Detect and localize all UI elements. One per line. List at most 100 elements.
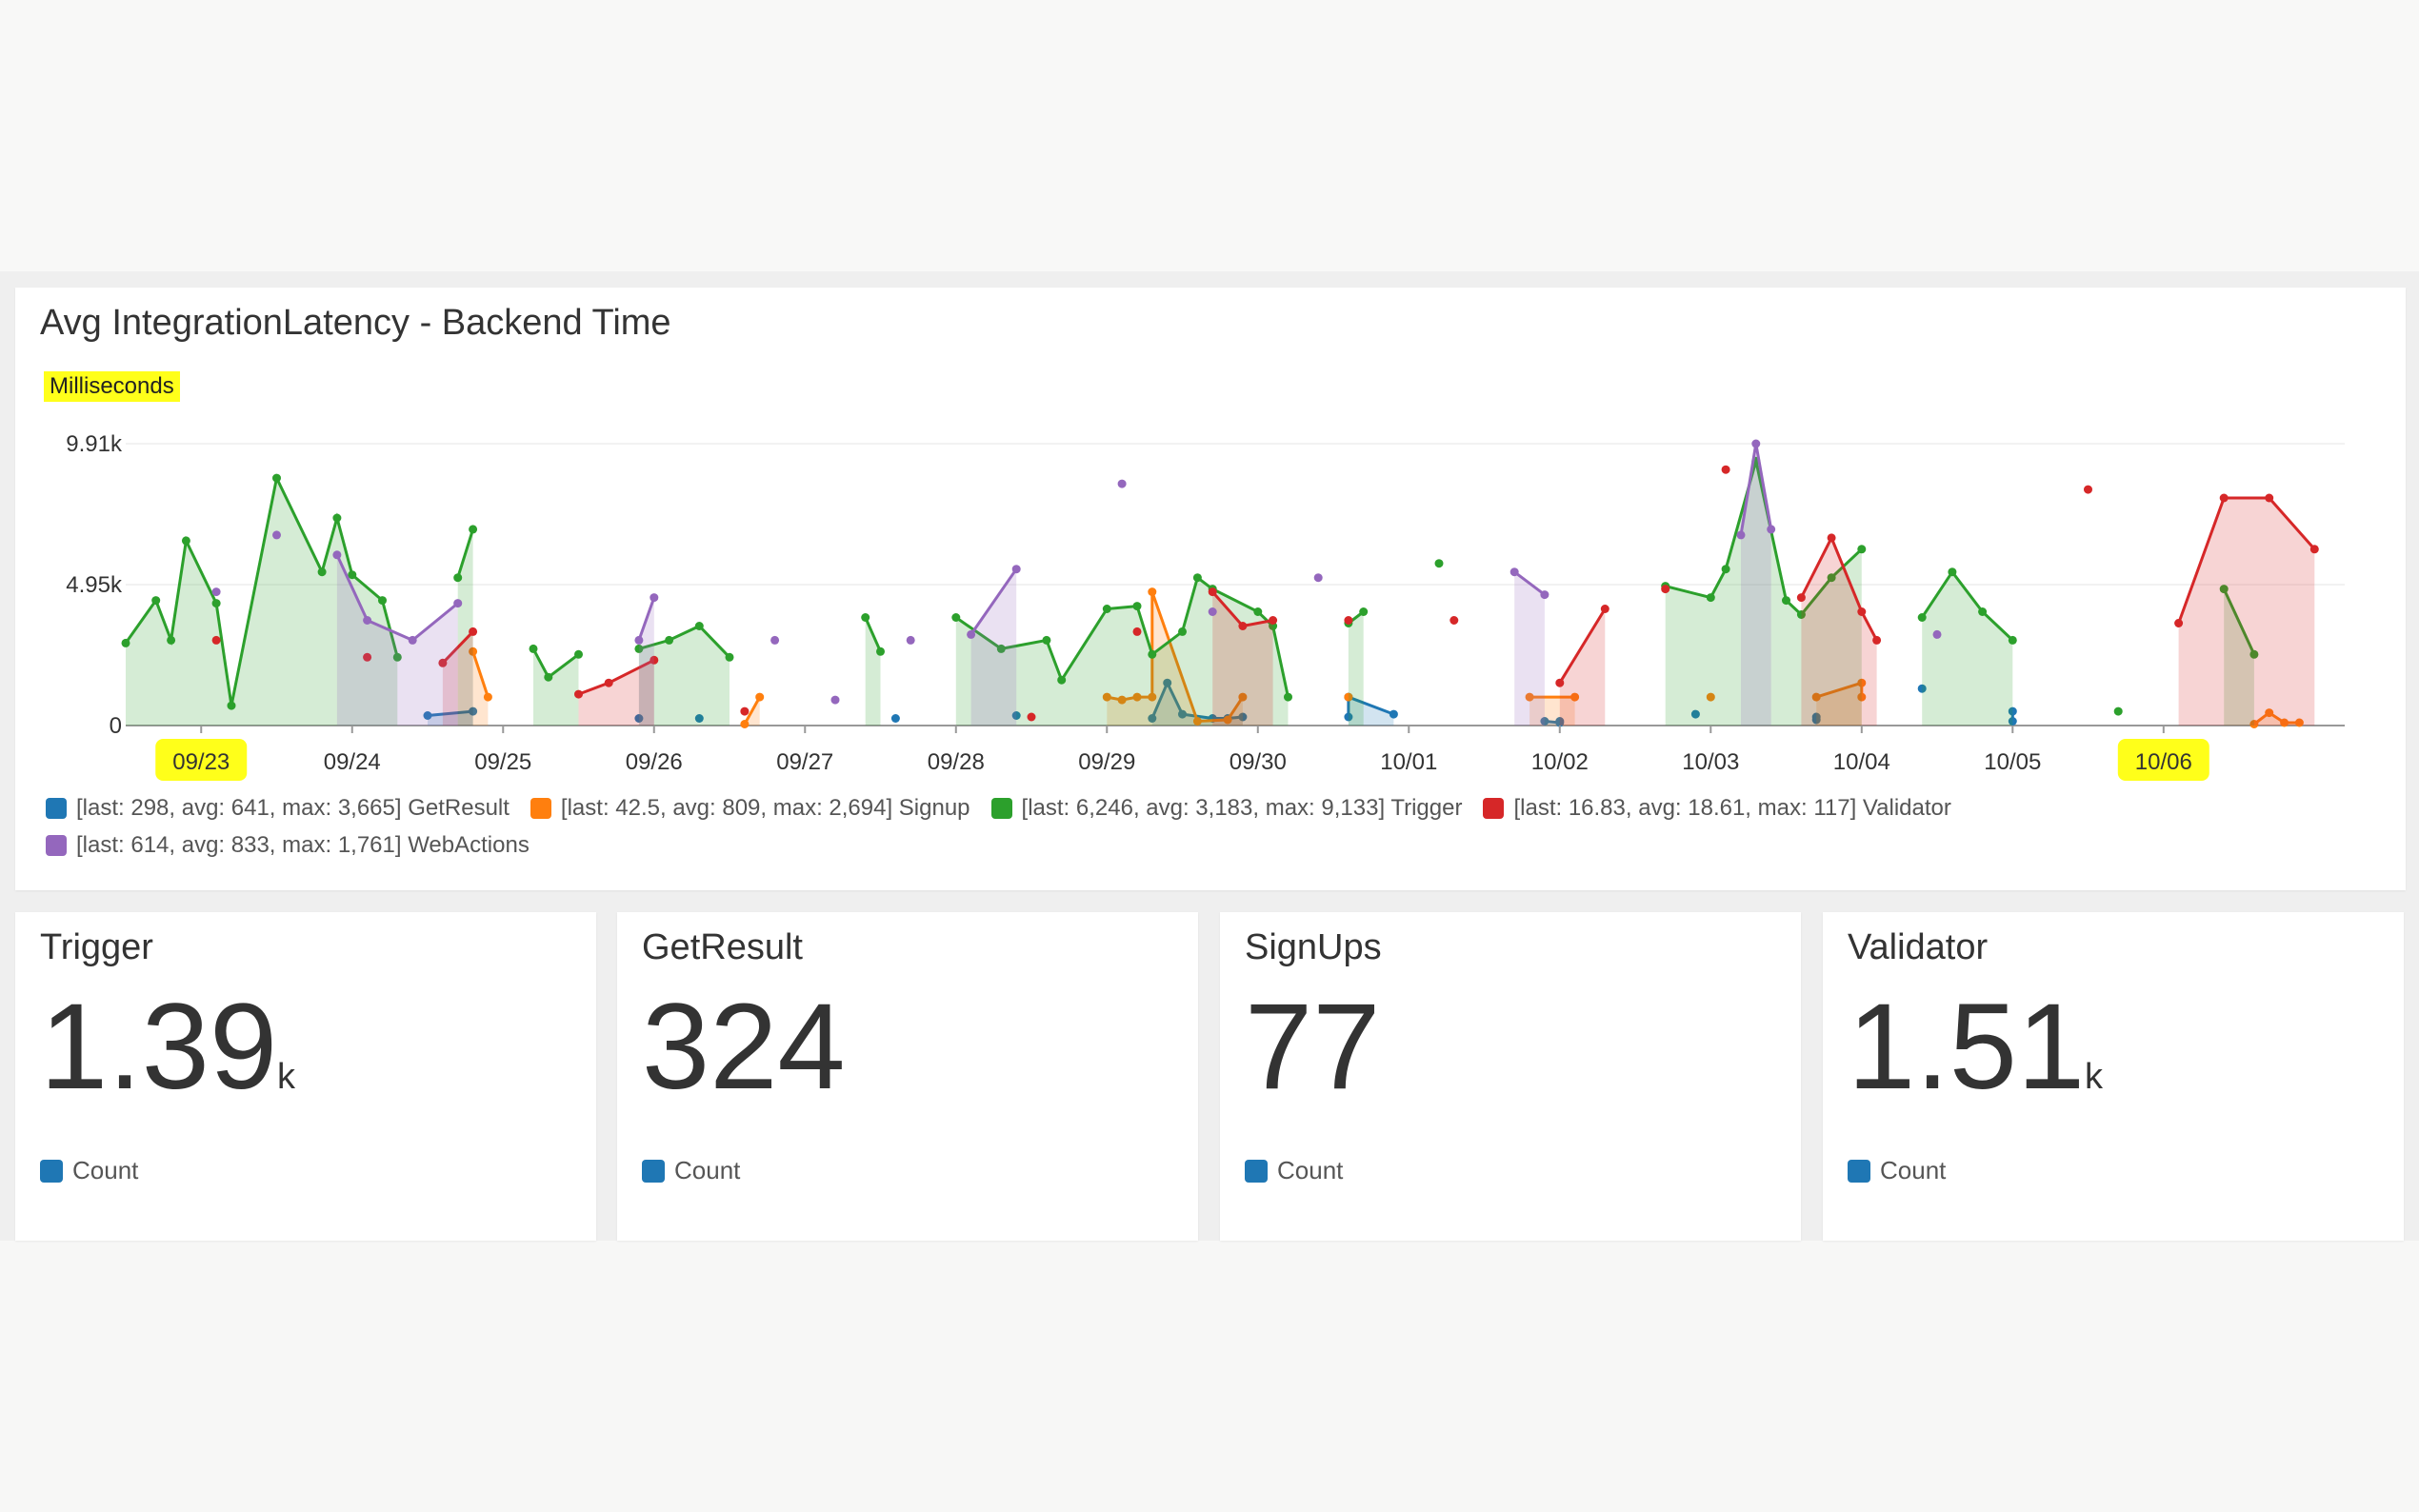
y-axis: 9.91k 4.95k 0 bbox=[66, 431, 2345, 739]
series-area bbox=[2224, 588, 2254, 726]
count-swatch bbox=[40, 1159, 63, 1183]
series-area bbox=[1514, 571, 1545, 726]
data-point bbox=[469, 706, 478, 716]
x-axis: 09/23 09/24 09/25 09/26 09/27 09/28 09/29 09/30… bbox=[155, 726, 2209, 781]
data-point bbox=[1540, 717, 1549, 726]
data-point bbox=[1706, 593, 1715, 603]
data-point bbox=[2294, 718, 2304, 727]
data-point bbox=[1238, 692, 1248, 702]
data-point bbox=[1102, 692, 1111, 702]
data-point bbox=[1011, 565, 1021, 574]
data-point bbox=[392, 652, 402, 662]
data-point bbox=[1344, 616, 1353, 625]
data-point bbox=[363, 616, 372, 625]
stat-legend[interactable]: Count bbox=[1848, 1156, 1946, 1185]
count-swatch bbox=[642, 1159, 665, 1183]
data-point bbox=[694, 714, 704, 723]
legend-item-webactions[interactable]: [last: 614, avg: 833, max: 1,761] WebAct… bbox=[46, 832, 530, 859]
data-point bbox=[211, 635, 221, 645]
data-point bbox=[378, 596, 387, 606]
legend-item-getresult[interactable]: [last: 298, avg: 641, max: 3,665] GetRes… bbox=[46, 795, 510, 822]
legend-label: [last: 298, avg: 641, max: 3,665] GetRes… bbox=[76, 795, 510, 821]
stat-legend[interactable]: Count bbox=[1245, 1156, 1343, 1185]
data-point bbox=[1555, 717, 1565, 726]
plot-area[interactable] bbox=[121, 439, 2319, 729]
data-point bbox=[1389, 709, 1398, 719]
series-area bbox=[1559, 608, 1606, 726]
data-point bbox=[2280, 718, 2289, 727]
data-point bbox=[1344, 712, 1353, 722]
data-point bbox=[2008, 635, 2017, 645]
stat-panel-trigger: Trigger 1.39 k Count bbox=[15, 912, 596, 1241]
x-tick-label: 10/02 bbox=[1531, 749, 1589, 775]
series-area bbox=[1922, 571, 2013, 726]
series-area bbox=[578, 660, 654, 726]
series-line bbox=[2222, 587, 2256, 655]
data-point bbox=[951, 613, 961, 622]
data-point bbox=[1027, 712, 1036, 722]
data-point bbox=[1706, 692, 1715, 702]
data-point bbox=[2249, 649, 2259, 659]
stat-value: 1.39 bbox=[40, 979, 278, 1115]
data-point bbox=[1782, 596, 1790, 606]
series-signup bbox=[469, 587, 2304, 728]
x-tick-label: 09/29 bbox=[1078, 749, 1135, 775]
stat-legend[interactable]: Count bbox=[642, 1156, 740, 1185]
data-point bbox=[1555, 678, 1565, 687]
stat-value: 324 bbox=[642, 979, 846, 1115]
x-tick-label: 09/24 bbox=[324, 749, 381, 775]
data-point bbox=[1736, 530, 1746, 540]
data-point bbox=[574, 649, 583, 659]
stat-legend-label: Count bbox=[72, 1156, 139, 1184]
data-point bbox=[1917, 613, 1927, 622]
data-point bbox=[1238, 622, 1248, 630]
legend-item-validator[interactable]: [last: 16.83, avg: 18.61, max: 117] Vali… bbox=[1483, 795, 1951, 822]
data-point bbox=[1449, 616, 1459, 625]
stat-panel-getresult: GetResult 324 Count bbox=[617, 912, 1198, 1241]
series-area bbox=[970, 568, 1017, 726]
data-point bbox=[1102, 605, 1111, 613]
data-point bbox=[1811, 692, 1821, 702]
data-point bbox=[650, 655, 659, 665]
data-point bbox=[423, 711, 432, 720]
series-area bbox=[1741, 444, 1771, 726]
data-point bbox=[1313, 573, 1323, 583]
webactions-swatch bbox=[46, 835, 67, 856]
count-swatch bbox=[1848, 1159, 1870, 1183]
latency-chart-panel: Avg IntegrationLatency - Backend Time Mi… bbox=[15, 288, 2406, 890]
data-point bbox=[1857, 545, 1867, 554]
legend-item-signup[interactable]: [last: 42.5, avg: 809, max: 2,694] Signu… bbox=[530, 795, 970, 822]
data-point bbox=[1525, 692, 1534, 702]
y-tick-label: 4.95k bbox=[66, 572, 123, 598]
data-point bbox=[906, 635, 915, 645]
data-point bbox=[1767, 525, 1776, 534]
data-point bbox=[1269, 616, 1278, 625]
stat-value: 77 bbox=[1245, 979, 1381, 1115]
data-point bbox=[2265, 708, 2274, 718]
data-point bbox=[1827, 573, 1836, 583]
stat-legend-label: Count bbox=[1880, 1156, 1947, 1184]
x-tick-highlight bbox=[2117, 739, 2209, 781]
data-point bbox=[650, 593, 659, 603]
series-area bbox=[472, 651, 489, 726]
data-point bbox=[1857, 607, 1867, 616]
data-point bbox=[830, 695, 840, 705]
data-point bbox=[1917, 684, 1927, 693]
data-point bbox=[408, 635, 417, 645]
data-point bbox=[1163, 678, 1172, 687]
data-point bbox=[1178, 627, 1187, 636]
data-point bbox=[1570, 692, 1580, 702]
stat-legend[interactable]: Count bbox=[40, 1156, 138, 1185]
data-point bbox=[1661, 585, 1670, 594]
data-point bbox=[529, 644, 538, 653]
legend-item-trigger[interactable]: [last: 6,246, avg: 3,183, max: 9,133] Tr… bbox=[990, 795, 1462, 822]
data-point bbox=[1284, 692, 1292, 702]
data-point bbox=[167, 635, 176, 645]
data-point bbox=[151, 596, 161, 606]
data-point bbox=[634, 635, 644, 645]
data-point bbox=[604, 678, 613, 687]
data-point bbox=[634, 714, 644, 723]
series-area bbox=[2178, 498, 2315, 726]
series-area bbox=[955, 577, 1289, 726]
